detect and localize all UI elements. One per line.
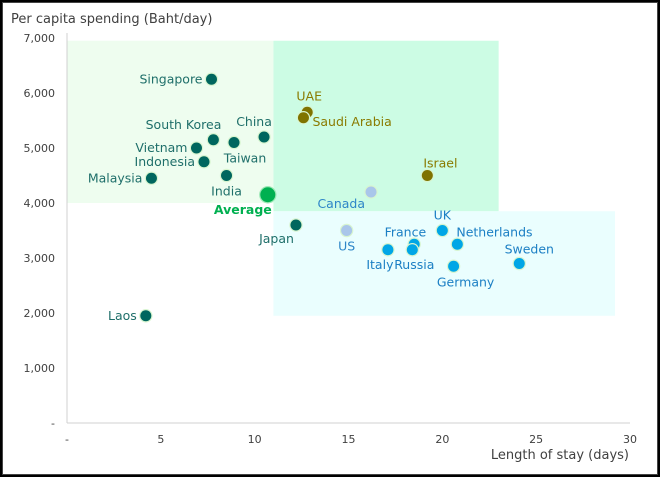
marker: [365, 186, 377, 198]
point-vietnam: Vietnam: [135, 140, 204, 155]
point-label: US: [338, 239, 355, 254]
point-russia: Russia: [394, 243, 434, 272]
point-sweden: Sweden: [505, 242, 554, 271]
point-label: Laos: [108, 308, 137, 323]
point-label: Russia: [394, 257, 434, 272]
y-tick-label: -: [51, 417, 55, 430]
point-label: Sweden: [505, 242, 554, 257]
y-tick-label: 4,000: [24, 197, 56, 210]
point-label: Saudi Arabia: [312, 114, 391, 129]
point-label: UK: [434, 208, 452, 223]
point-label: Average: [214, 202, 272, 217]
point-label: Japan: [258, 231, 294, 246]
point-label: Malaysia: [88, 170, 143, 185]
marker: [207, 134, 219, 146]
point-germany: Germany: [437, 259, 495, 289]
point-malaysia: Malaysia: [88, 170, 159, 185]
marker: [290, 219, 302, 231]
point-label: Israel: [423, 156, 457, 171]
x-tick-label: 10: [248, 433, 262, 446]
marker: [297, 112, 309, 124]
y-tick-label: 5,000: [24, 142, 56, 155]
marker: [448, 260, 460, 272]
x-tick-label: 25: [529, 433, 543, 446]
y-tick-label: 2,000: [24, 307, 56, 320]
marker: [198, 156, 210, 168]
point-label: China: [236, 114, 272, 129]
marker: [206, 73, 218, 85]
x-tick-label: 5: [157, 433, 164, 446]
y-axis-title: Per capita spending (Baht/day): [11, 12, 212, 27]
marker: [421, 170, 433, 181]
marker: [341, 225, 353, 236]
marker: [513, 258, 525, 269]
point-average: Average: [214, 186, 277, 217]
point-taiwan: Taiwan: [223, 135, 267, 166]
point-china: China: [236, 114, 272, 144]
x-tick-label: 20: [435, 433, 449, 446]
y-tick-label: 7,000: [24, 32, 56, 45]
marker: [228, 137, 240, 148]
point-netherlands: Netherlands: [450, 224, 533, 251]
point-label: India: [211, 184, 242, 199]
point-laos: Laos: [108, 308, 153, 323]
point-india: India: [211, 168, 242, 199]
point-label: Taiwan: [223, 151, 267, 166]
zone-short-stay-high-spend: [67, 40, 274, 203]
point-canada: Canada: [317, 185, 378, 211]
marker: [260, 187, 276, 203]
point-label: South Korea: [146, 117, 222, 132]
x-axis-title: Length of stay (days): [491, 448, 629, 463]
x-tick-label: -: [65, 433, 69, 446]
x-tick-label: 15: [342, 433, 356, 446]
point-label: UAE: [296, 88, 322, 103]
point-label: Indonesia: [135, 154, 195, 169]
point-label: Italy: [366, 257, 394, 272]
y-tick-label: 3,000: [24, 252, 56, 265]
point-south-korea: South Korea: [146, 117, 222, 147]
point-label: Netherlands: [456, 224, 532, 239]
point-label: Singapore: [139, 71, 202, 86]
point-label: Germany: [437, 274, 495, 289]
marker: [382, 244, 394, 256]
y-tick-label: 1,000: [24, 362, 56, 375]
marker: [221, 170, 233, 181]
zone-mid-stay-high-spend: [273, 40, 499, 212]
scatter-chart: - 1,000 2,000 3,000 4,000 5,000 6,000 7,000 - 5 10…: [11, 12, 638, 463]
y-tick-label: 6,000: [24, 87, 56, 100]
marker: [140, 310, 152, 322]
point-italy: Italy: [366, 243, 395, 272]
point-japan: Japan: [258, 218, 303, 246]
marker: [451, 238, 463, 250]
point-us: US: [338, 223, 355, 254]
x-tick-label: 30: [623, 433, 637, 446]
point-label: France: [385, 224, 427, 239]
point-israel: Israel: [420, 156, 457, 183]
zones-layer: [67, 40, 615, 316]
point-uk: UK: [434, 208, 452, 238]
axes-layer: - 1,000 2,000 3,000 4,000 5,000 6,000 7,000 - 5 10…: [24, 32, 638, 446]
point-indonesia: Indonesia: [135, 154, 211, 169]
marker: [145, 172, 157, 184]
point-label: Canada: [317, 196, 365, 211]
marker: [436, 225, 448, 236]
point-saudi-arabia: Saudi Arabia: [296, 111, 392, 129]
marker: [190, 142, 202, 154]
marker: [258, 131, 270, 143]
marker: [406, 244, 418, 256]
point-singapore: Singapore: [139, 71, 219, 86]
point-label: Vietnam: [135, 140, 187, 155]
